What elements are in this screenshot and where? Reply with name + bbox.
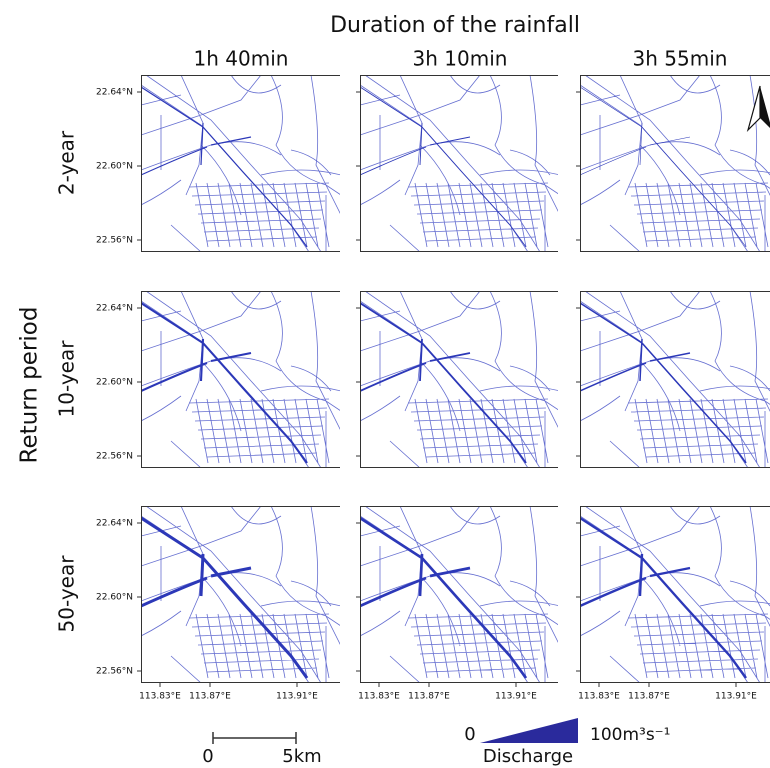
main-channel	[580, 302, 747, 464]
map-panel	[141, 75, 340, 252]
lon-tick-label: 113.91°E	[715, 692, 757, 702]
road-network	[360, 75, 558, 252]
map-panel	[141, 291, 340, 468]
legend-title: Discharge	[483, 746, 573, 767]
lon-tick-label: 113.87°E	[408, 692, 450, 702]
road-network	[360, 506, 558, 683]
main-channel	[580, 86, 747, 248]
road-network	[141, 75, 340, 252]
panel-frame	[141, 291, 340, 468]
map-panel	[360, 291, 558, 468]
main-channel	[360, 86, 527, 248]
lon-tick-label: 113.87°E	[189, 692, 231, 702]
lon-tick-label: 113.91°E	[495, 692, 537, 702]
main-channel	[141, 516, 309, 679]
map-panel	[580, 75, 770, 252]
lat-tick-label: 22.56°N	[96, 667, 133, 677]
row-label: 10-year	[55, 340, 79, 418]
road-network	[141, 506, 340, 683]
main-channel	[360, 302, 527, 464]
lat-tick-label: 22.60°N	[96, 593, 133, 603]
panel-frame	[580, 506, 770, 683]
road-network	[580, 75, 770, 252]
north-arrow	[746, 85, 770, 133]
lon-tick-label: 113.83°E	[139, 692, 181, 702]
lon-tick-label: 113.83°E	[358, 692, 400, 702]
panel-frame	[141, 506, 340, 683]
road-network	[360, 291, 558, 468]
row-label: 50-year	[55, 555, 79, 633]
column-header: 3h 55min	[633, 47, 728, 71]
lat-tick-label: 22.56°N	[96, 452, 133, 462]
lat-tick-label: 22.64°N	[96, 519, 133, 529]
scale-bar: 0 5km	[202, 732, 322, 767]
panel-frame	[580, 291, 770, 468]
panel-frame	[580, 75, 770, 252]
main-channel	[580, 516, 747, 679]
figure-title: Duration of the rainfall	[330, 13, 580, 38]
row-axis-title: Return period	[17, 307, 43, 464]
map-panel	[580, 291, 770, 468]
lat-tick-label: 22.60°N	[96, 162, 133, 172]
map-panel	[141, 506, 340, 683]
lat-tick-label: 22.60°N	[96, 378, 133, 388]
discharge-legend: 0 100m³s⁻¹ Discharge	[464, 718, 670, 767]
row-label: 2-year	[55, 130, 79, 195]
lat-tick-label: 22.64°N	[96, 88, 133, 98]
lon-tick-label: 113.87°E	[628, 692, 670, 702]
main-channel	[360, 516, 528, 679]
panel-frame	[360, 506, 558, 683]
lon-tick-label: 113.91°E	[276, 692, 318, 702]
scale-end: 5km	[282, 746, 321, 767]
road-network	[141, 291, 340, 468]
column-header: 3h 10min	[413, 47, 508, 71]
scale-start: 0	[202, 746, 213, 767]
lat-tick-label: 22.64°N	[96, 304, 133, 314]
legend-max: 100m³s⁻¹	[590, 725, 670, 745]
map-panel	[360, 75, 558, 252]
legend-min: 0	[464, 724, 475, 745]
main-channel	[141, 302, 308, 464]
column-header: 1h 40min	[194, 47, 289, 71]
map-panel	[360, 506, 558, 683]
panel-frame	[141, 75, 340, 252]
panel-frame	[360, 75, 558, 252]
main-channel	[141, 86, 308, 248]
map-panel	[580, 506, 770, 683]
panel-frame	[360, 291, 558, 468]
lat-tick-label: 22.56°N	[96, 236, 133, 246]
lon-tick-label: 113.83°E	[578, 692, 620, 702]
